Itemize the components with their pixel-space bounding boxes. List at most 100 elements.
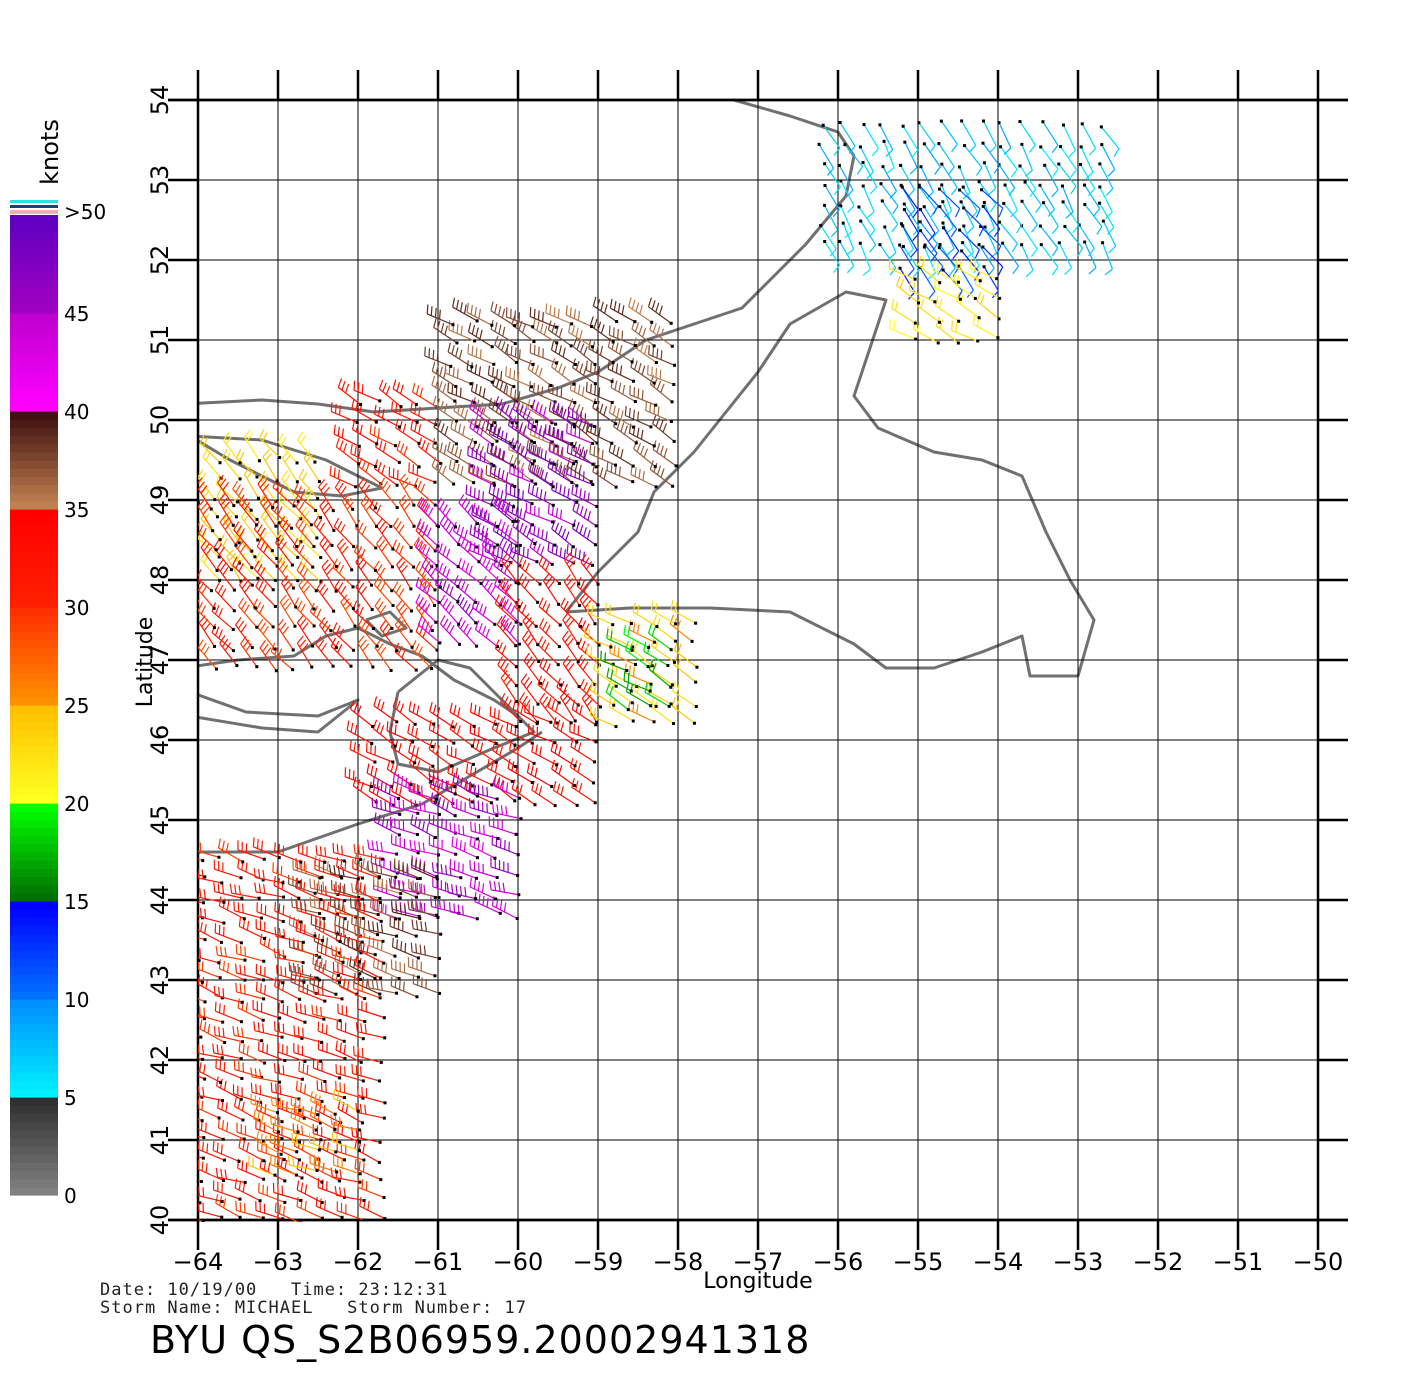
barb-feather: [264, 453, 273, 461]
barb-feather: [660, 350, 663, 360]
wind-barb: [959, 200, 975, 235]
barb-station: [533, 441, 537, 445]
barb-station: [514, 601, 518, 605]
wind-barb: [431, 862, 463, 880]
wind-barb: [652, 440, 678, 468]
barb-feather: [300, 489, 306, 499]
barb-feather: [616, 407, 620, 418]
wind-barb: [467, 322, 494, 349]
wind-barb: [600, 650, 629, 673]
barb-feather: [532, 382, 535, 393]
wind-barb: [334, 1186, 366, 1202]
barb-station: [291, 586, 295, 590]
wind-barb: [373, 875, 403, 896]
wind-barb: [328, 864, 360, 881]
colorbar-band: [10, 574, 58, 584]
barb-feather: [336, 520, 343, 530]
barb-feather: [506, 560, 513, 569]
barb-feather: [846, 265, 855, 274]
barb-feather: [438, 899, 441, 909]
barb-feather: [223, 1198, 227, 1208]
barb-feather: [554, 342, 559, 353]
barb-shaft: [1058, 163, 1077, 187]
barb-shaft: [630, 647, 653, 667]
barb-feather: [218, 493, 226, 502]
colorbar-band: [10, 255, 58, 265]
barb-feather: [295, 498, 302, 508]
barb-feather: [353, 702, 358, 713]
wind-barb: [332, 558, 355, 589]
barb-station: [495, 797, 499, 801]
barb-station: [579, 624, 583, 628]
barb-shaft: [586, 390, 613, 403]
wind-barb: [472, 502, 499, 528]
wind-barb: [376, 535, 394, 569]
wind-barb: [292, 495, 313, 527]
barb-shaft: [919, 267, 936, 292]
barb-station: [410, 609, 414, 613]
barb-shaft: [903, 209, 920, 234]
barb-feather: [547, 504, 550, 514]
barb-shaft: [332, 566, 354, 588]
barb-station: [1020, 199, 1024, 203]
barb-shaft: [575, 424, 598, 444]
barb-feather: [593, 683, 597, 693]
barb-feather: [571, 325, 575, 335]
barb-station: [553, 543, 557, 547]
barb-feather: [398, 798, 400, 809]
barb-shaft: [276, 565, 294, 589]
barb-feather: [222, 482, 229, 491]
barb-feather: [430, 567, 437, 577]
barb-feather: [504, 432, 508, 443]
barb-feather: [416, 540, 423, 549]
barb-station: [383, 1217, 387, 1221]
barb-shaft: [978, 244, 995, 269]
barb-shaft: [359, 1205, 386, 1220]
barb-feather: [501, 341, 506, 351]
wind-barb: [389, 796, 420, 815]
barb-station: [493, 545, 497, 549]
barb-feather: [301, 920, 304, 931]
wind-barb: [623, 671, 652, 693]
barb-feather: [476, 443, 481, 453]
barb-station: [377, 1160, 381, 1164]
barb-shaft: [372, 806, 400, 815]
barb-station: [838, 121, 842, 125]
barb-feather: [542, 427, 546, 438]
barb-shaft: [1040, 244, 1059, 268]
barb-station: [841, 221, 845, 225]
barb-feather: [575, 521, 580, 532]
barb-feather: [529, 538, 534, 548]
barb-feather: [337, 582, 344, 592]
barb-feather: [582, 681, 588, 692]
barb-feather: [503, 556, 511, 566]
barb-feather: [426, 584, 431, 595]
barb-station: [397, 460, 401, 464]
barb-feather: [288, 915, 291, 925]
barb-shaft: [630, 366, 655, 384]
wind-barb: [976, 292, 1001, 321]
barb-shaft: [952, 281, 976, 299]
barb-feather: [395, 599, 403, 608]
barb-station: [614, 485, 618, 489]
barb-feather: [278, 491, 284, 501]
barb-station: [432, 722, 436, 726]
barb-feather: [394, 878, 397, 889]
barb-feather: [493, 708, 496, 718]
barb-feather: [435, 745, 440, 755]
barb-station: [390, 785, 394, 789]
barb-shaft: [505, 492, 533, 505]
barb-feather: [830, 229, 839, 238]
wind-barb: [632, 602, 659, 629]
barb-feather: [388, 784, 392, 795]
barb-feather: [303, 450, 311, 459]
barb-shaft: [649, 329, 673, 347]
barb-feather: [299, 435, 307, 444]
barb-feather: [950, 187, 958, 196]
barb-feather: [398, 494, 406, 503]
wind-barb: [390, 876, 419, 899]
barb-feather: [505, 806, 508, 816]
barb-shaft: [500, 622, 521, 645]
colorbar-band: [10, 1105, 58, 1114]
barb-feather: [292, 916, 295, 927]
